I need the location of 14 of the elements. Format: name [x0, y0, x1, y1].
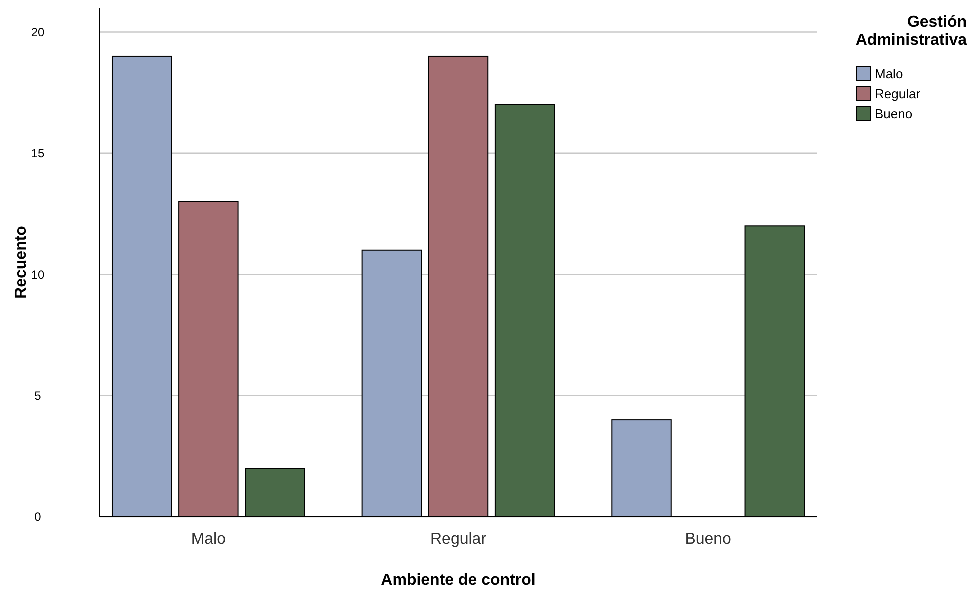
x-tick-label: Bueno	[685, 531, 732, 548]
x-tick-label: Malo	[191, 531, 226, 548]
y-tick-label: 10	[31, 268, 45, 282]
legend-label: Malo	[875, 66, 904, 82]
legend-title: Gestión Administrativa	[856, 14, 968, 49]
y-tick-label: 15	[31, 146, 45, 161]
x-tick-label: Regular	[430, 531, 488, 548]
legend-label: Bueno	[875, 106, 913, 122]
x-axis-title: Ambiente de control	[381, 572, 536, 589]
legend-label: Regular	[875, 86, 922, 102]
y-axis-title: Recuento	[13, 226, 30, 299]
y-tick-label: 5	[34, 389, 42, 404]
y-tick-label: 0	[34, 510, 42, 524]
y-tick-label: 20	[31, 25, 45, 40]
